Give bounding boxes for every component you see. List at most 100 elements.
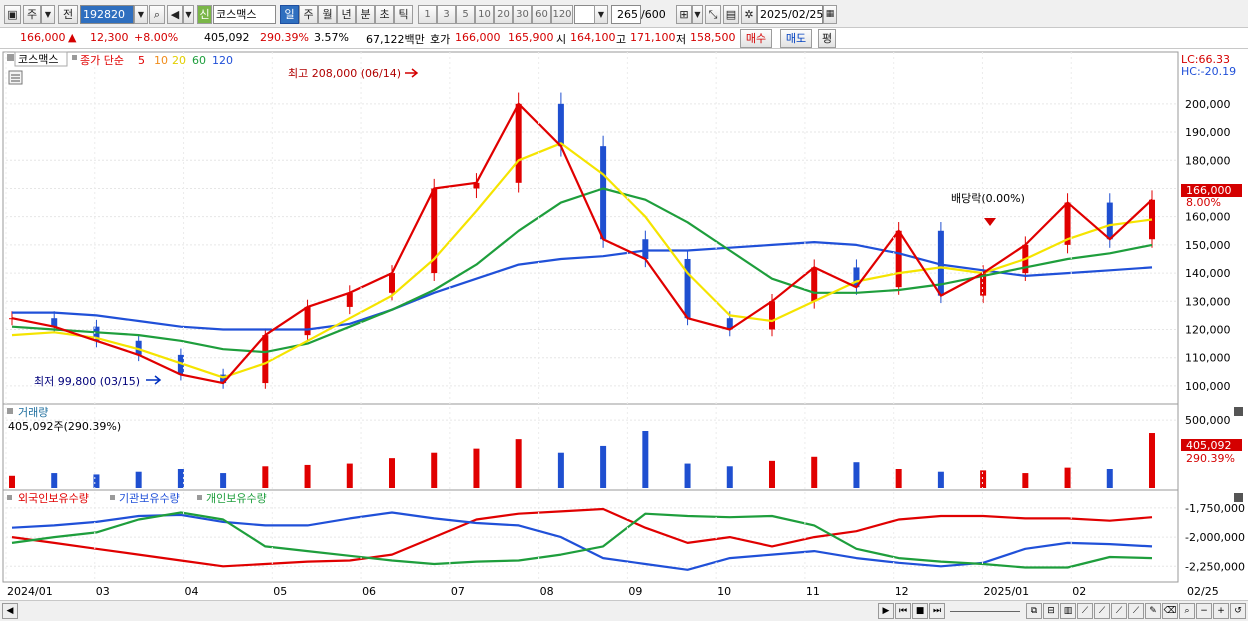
period-week[interactable]: 주 [299, 5, 318, 24]
bar-count-total: /600 [641, 8, 666, 21]
holdings-panel-close-icon[interactable] [1234, 493, 1243, 502]
price-tick-label: 180,000 [1185, 154, 1231, 167]
period-second[interactable]: 초 [375, 5, 394, 24]
candle-body [726, 318, 733, 330]
interval-5[interactable]: 5 [456, 5, 475, 24]
volume-handle-icon[interactable] [7, 408, 13, 414]
chart-area[interactable]: 200,000190,000180,000170,000160,000150,0… [0, 50, 1248, 600]
period-tick[interactable]: 틱 [394, 5, 413, 24]
period-year[interactable]: 년 [337, 5, 356, 24]
stop-icon[interactable]: ■ [912, 603, 928, 619]
interval-120[interactable]: 120 [551, 5, 573, 24]
ma-handle-icon[interactable] [72, 55, 77, 60]
speaker-dropdown-icon[interactable]: ▼ [183, 5, 194, 24]
high-label: 고 [616, 33, 627, 46]
volume-bar [895, 469, 902, 488]
volume-bar [1022, 473, 1029, 488]
holdings-grid: -1,750,000 -2,000,000 -2,250,000 [6, 502, 1245, 573]
magnifier-icon[interactable]: ⌕ [1179, 603, 1195, 619]
bottom-scrollbar: ◀ ▶ ⏮ ■ ⏭ ⧉ ⊟ ▥ ⟋ ⟋ ⟋ ⟋ ✎ ⌫ ⌕ − + ↺ [0, 600, 1248, 621]
candle-body [389, 273, 395, 293]
interval-10[interactable]: 10 [475, 5, 494, 24]
interval-30[interactable]: 30 [513, 5, 532, 24]
volume-ratio: 290.39% [260, 31, 309, 44]
zoom-out-icon[interactable]: − [1196, 603, 1212, 619]
individual-holdings-line [11, 511, 1153, 569]
buy-button[interactable]: 매수 [740, 29, 772, 48]
panel-handle-icon[interactable] [7, 54, 14, 61]
sell-button[interactable]: 매도 [780, 29, 812, 48]
ma-120-line [12, 241, 1153, 331]
volume-bar [135, 471, 142, 488]
foreign-holdings-line [11, 507, 1153, 568]
calendar-icon[interactable]: ▦ [823, 5, 837, 24]
chart-type-dropdown-icon[interactable]: ▼ [692, 5, 703, 24]
candle-body [769, 301, 775, 330]
new-badge: 신 [197, 5, 212, 24]
candle-body [473, 182, 480, 189]
trendline-icon[interactable]: ⟋ [1077, 603, 1093, 619]
period-month[interactable]: 월 [318, 5, 337, 24]
volume-bar [431, 452, 438, 488]
turnover-pct: 3.57% [314, 31, 349, 44]
scroll-left-icon[interactable]: ◀ [2, 603, 18, 619]
volume-bar [51, 473, 58, 488]
interval-20[interactable]: 20 [494, 5, 513, 24]
volume-bar [937, 471, 944, 488]
search-icon[interactable]: ⌕ [149, 5, 165, 24]
holdings-handle-icon[interactable] [7, 495, 12, 500]
fast-forward-icon[interactable]: ⏭ [929, 603, 945, 619]
open-label: 시 [556, 33, 567, 46]
code-dropdown-icon[interactable]: ▼ [134, 5, 148, 24]
period-minute[interactable]: 분 [356, 5, 375, 24]
date-input[interactable]: 2025/02/25 [757, 5, 823, 24]
gear-icon[interactable]: ✲ [741, 5, 757, 24]
price-tick-label: 140,000 [1185, 267, 1231, 280]
speaker-icon[interactable]: ◀ [167, 5, 183, 24]
text-tool-icon[interactable]: ✎ [1145, 603, 1161, 619]
ma-5-label: 5 [138, 54, 145, 67]
interval-dropdown-icon[interactable]: ▼ [594, 5, 608, 24]
crosshair-icon[interactable]: ⤡ [705, 5, 721, 24]
volume-bar [262, 466, 269, 488]
legend-separator-icon-2 [197, 495, 202, 500]
eval-button[interactable]: 평 [818, 29, 836, 48]
volume-tag-pct: 290.39% [1186, 452, 1235, 465]
volume-bar [93, 474, 100, 488]
candle-body [853, 267, 860, 288]
layout-icon[interactable]: ▥ [1060, 603, 1076, 619]
period-day[interactable]: 일 [280, 5, 299, 24]
fibonacci-icon[interactable]: ⟋ [1094, 603, 1110, 619]
eraser-icon[interactable]: ⌫ [1162, 603, 1178, 619]
bar-count-input[interactable]: 265 [611, 5, 641, 24]
rewind-icon[interactable]: ⏮ [895, 603, 911, 619]
scroll-right-icon[interactable]: ▶ [878, 603, 894, 619]
price-panel-title: 코스맥스 [18, 53, 58, 66]
type-select[interactable]: 주 [23, 5, 41, 24]
chevron-down-icon[interactable]: ▼ [41, 5, 55, 24]
price-change-pct: +8.00% [134, 31, 179, 44]
candle-body [600, 146, 607, 240]
compare-icon[interactable]: ⊟ [1043, 603, 1059, 619]
all-button[interactable]: 전 [58, 5, 78, 24]
save-icon[interactable]: ▤ [723, 5, 739, 24]
zoom-fit-icon[interactable]: ⧉ [1026, 603, 1042, 619]
volume-panel-subtitle: 405,092주(290.39%) [8, 420, 121, 433]
interval-3[interactable]: 3 [437, 5, 456, 24]
stock-code-input[interactable]: 192820 [80, 5, 134, 24]
reset-icon[interactable]: ↺ [1230, 603, 1246, 619]
x-tick-label: 11 [806, 585, 820, 598]
measure-icon[interactable]: ⟋ [1128, 603, 1144, 619]
interval-1[interactable]: 1 [418, 5, 437, 24]
holdings-tick-label: -2,000,000 [1185, 531, 1245, 544]
zoom-slider[interactable] [950, 603, 1020, 612]
volume-bar [346, 463, 353, 488]
zoom-in-icon[interactable]: + [1213, 603, 1229, 619]
candle-body [51, 318, 58, 327]
window-icon[interactable]: ▣ [4, 5, 21, 24]
pattern-icon[interactable]: ⟋ [1111, 603, 1127, 619]
high-marker-arrow [405, 68, 419, 78]
chart-type-icon[interactable]: ⊞ [676, 5, 692, 24]
interval-60[interactable]: 60 [532, 5, 551, 24]
volume-panel-close-icon[interactable] [1234, 407, 1243, 416]
